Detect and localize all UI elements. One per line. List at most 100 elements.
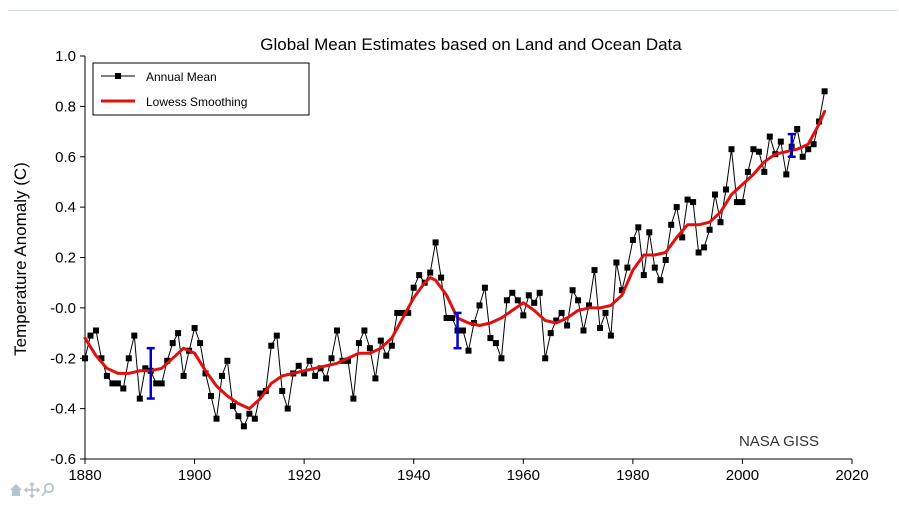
annual-mean-point bbox=[717, 219, 724, 226]
plot-area: -0.6 -0.4 -0.2 -0.0 0.2 0.4 0.6 0.8 1.0 1880 1900 1… bbox=[50, 48, 869, 484]
pan-icon[interactable] bbox=[23, 481, 41, 499]
annual-mean-point bbox=[394, 309, 401, 316]
annual-mean-point bbox=[213, 415, 220, 422]
annual-mean-point bbox=[514, 297, 521, 304]
annual-mean-point bbox=[175, 330, 182, 337]
annual-mean-point bbox=[465, 347, 472, 354]
annual-mean-point bbox=[766, 133, 773, 140]
annual-mean-point bbox=[536, 289, 543, 296]
annual-mean-point bbox=[733, 199, 740, 206]
x-tick-label: 1960 bbox=[507, 467, 540, 484]
annual-mean-point bbox=[498, 355, 505, 362]
annual-mean-point bbox=[783, 171, 790, 178]
annual-mean-point bbox=[755, 148, 762, 155]
annual-mean-point bbox=[569, 287, 576, 294]
annual-mean-point bbox=[580, 327, 587, 334]
x-tick-label: 2020 bbox=[835, 467, 868, 484]
annual-mean-point bbox=[323, 375, 330, 382]
annual-mean-point bbox=[635, 224, 642, 231]
annual-mean-point bbox=[153, 380, 160, 387]
annual-mean-point bbox=[553, 317, 560, 324]
annual-mean-point bbox=[301, 370, 308, 377]
annual-mean-point bbox=[810, 141, 817, 148]
legend-annual-mean-label: Annual Mean bbox=[146, 70, 217, 84]
annual-mean-point bbox=[240, 423, 247, 430]
annual-mean-point bbox=[629, 236, 636, 243]
annual-mean-point bbox=[114, 380, 121, 387]
annual-mean-point bbox=[602, 309, 609, 316]
zoom-icon[interactable] bbox=[41, 482, 55, 497]
annual-mean-point bbox=[372, 375, 379, 382]
annual-mean-point bbox=[673, 204, 680, 211]
x-tick-label: 1880 bbox=[68, 467, 101, 484]
annual-mean-point bbox=[312, 372, 319, 379]
annual-mean-point bbox=[695, 249, 702, 256]
annual-mean-point bbox=[821, 88, 828, 95]
annual-mean-point bbox=[87, 332, 94, 339]
annual-mean-point bbox=[257, 390, 264, 397]
annual-mean-point bbox=[597, 325, 603, 331]
annual-mean-point bbox=[355, 340, 362, 347]
y-tick-label: 0.6 bbox=[55, 149, 76, 166]
annual-mean-point bbox=[701, 244, 708, 251]
home-icon[interactable] bbox=[10, 484, 22, 496]
annual-mean-point bbox=[345, 357, 351, 364]
legend-lowess-label: Lowess Smoothing bbox=[146, 95, 247, 109]
annual-mean-point bbox=[443, 315, 450, 321]
annual-mean-point bbox=[624, 264, 631, 271]
annual-mean-point bbox=[542, 355, 549, 362]
annual-mean-point bbox=[191, 325, 198, 331]
annual-mean-point bbox=[651, 264, 658, 271]
annual-mean-point bbox=[268, 342, 275, 349]
annual-mean-point bbox=[229, 403, 236, 410]
legend-box bbox=[92, 62, 310, 116]
y-tick-label: 0.4 bbox=[55, 199, 76, 216]
annual-mean-point bbox=[334, 327, 340, 334]
annual-mean-line bbox=[84, 91, 826, 428]
x-tick-label: 2000 bbox=[726, 467, 759, 484]
x-tick-label: 1920 bbox=[287, 467, 320, 484]
annual-mean-point bbox=[668, 221, 675, 228]
annual-mean-point bbox=[377, 337, 384, 344]
annual-mean-point bbox=[427, 269, 434, 276]
annual-mean-point bbox=[164, 357, 171, 364]
annual-mean-point bbox=[328, 355, 335, 362]
annual-mean-point bbox=[82, 355, 88, 362]
annual-mean-point bbox=[416, 272, 423, 279]
annual-mean-point bbox=[690, 199, 697, 206]
annual-mean-point bbox=[224, 357, 231, 364]
annual-mean-point bbox=[564, 322, 571, 329]
annual-mean-point bbox=[120, 385, 127, 392]
annual-mean-point bbox=[103, 372, 110, 379]
annual-mean-point bbox=[295, 362, 302, 369]
y-tick-label: -0.0 bbox=[50, 300, 76, 317]
annual-mean-point bbox=[460, 327, 466, 334]
annual-mean-point bbox=[662, 257, 669, 263]
annual-mean-point bbox=[410, 284, 417, 291]
annual-mean-point bbox=[180, 372, 187, 379]
y-axis-label: Temperature Anomaly (C) bbox=[11, 162, 30, 356]
annual-mean-point bbox=[476, 302, 483, 309]
annual-mean-point bbox=[197, 340, 204, 347]
annual-mean-point bbox=[158, 380, 165, 387]
annual-mean-point bbox=[794, 126, 801, 132]
annual-mean-point bbox=[706, 226, 713, 233]
annual-mean-point bbox=[575, 297, 582, 304]
y-tick-label: -0.6 bbox=[50, 451, 76, 468]
annual-mean-point bbox=[284, 405, 291, 412]
annual-mean-point bbox=[777, 138, 784, 145]
annual-mean-point bbox=[235, 413, 242, 420]
annual-mean-point bbox=[591, 267, 598, 274]
annual-mean-point bbox=[744, 168, 751, 175]
legend-annual-mean-marker bbox=[115, 73, 121, 79]
annual-mean-point bbox=[684, 196, 691, 203]
annual-mean-point bbox=[449, 315, 456, 321]
annual-mean-point bbox=[169, 340, 176, 347]
annual-mean-point bbox=[492, 340, 499, 347]
annual-mean-point bbox=[750, 146, 757, 153]
y-tick-label: -0.2 bbox=[50, 350, 76, 367]
annual-mean-point bbox=[646, 229, 653, 236]
annual-mean-point bbox=[273, 332, 280, 339]
annual-mean-point bbox=[799, 153, 806, 160]
